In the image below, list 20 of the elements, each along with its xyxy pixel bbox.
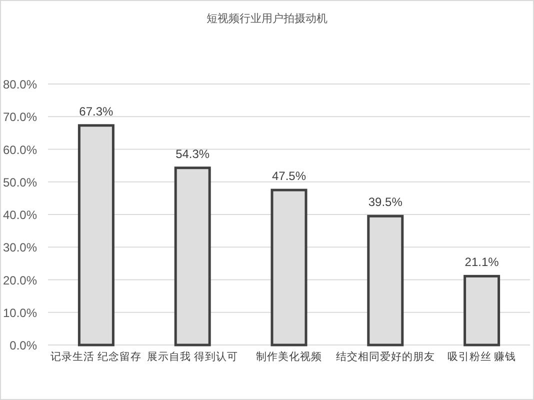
ytick: 60.0% [2, 142, 37, 157]
ytick: 80.0% [2, 78, 37, 92]
xtick: 展示自我 得到认可 [147, 351, 238, 363]
ytick: 30.0% [2, 240, 37, 255]
xtick: 吸引粉丝 赚钱 [447, 351, 516, 363]
data-label: 21.1% [464, 255, 499, 270]
data-label: 67.3% [79, 104, 114, 118]
xtick: 记录生活 纪念留存 [50, 351, 142, 363]
ytick: 10.0% [2, 306, 37, 320]
xtick: 结交相同爱好的朋友 [336, 351, 435, 363]
ytick: 20.0% [2, 273, 37, 288]
title: 短视频行业用户拍摄动机 [206, 13, 328, 25]
data-label: 47.5% [272, 169, 306, 184]
ytick: 70.0% [2, 110, 37, 124]
data-label: 54.3% [176, 146, 210, 161]
xtick: 制作美化视频 [256, 351, 322, 363]
ytick: 50.0% [2, 175, 37, 190]
data-label: 39.5% [368, 195, 402, 210]
ytick: 40.0% [2, 208, 37, 222]
ytick: 0.0% [10, 338, 37, 352]
